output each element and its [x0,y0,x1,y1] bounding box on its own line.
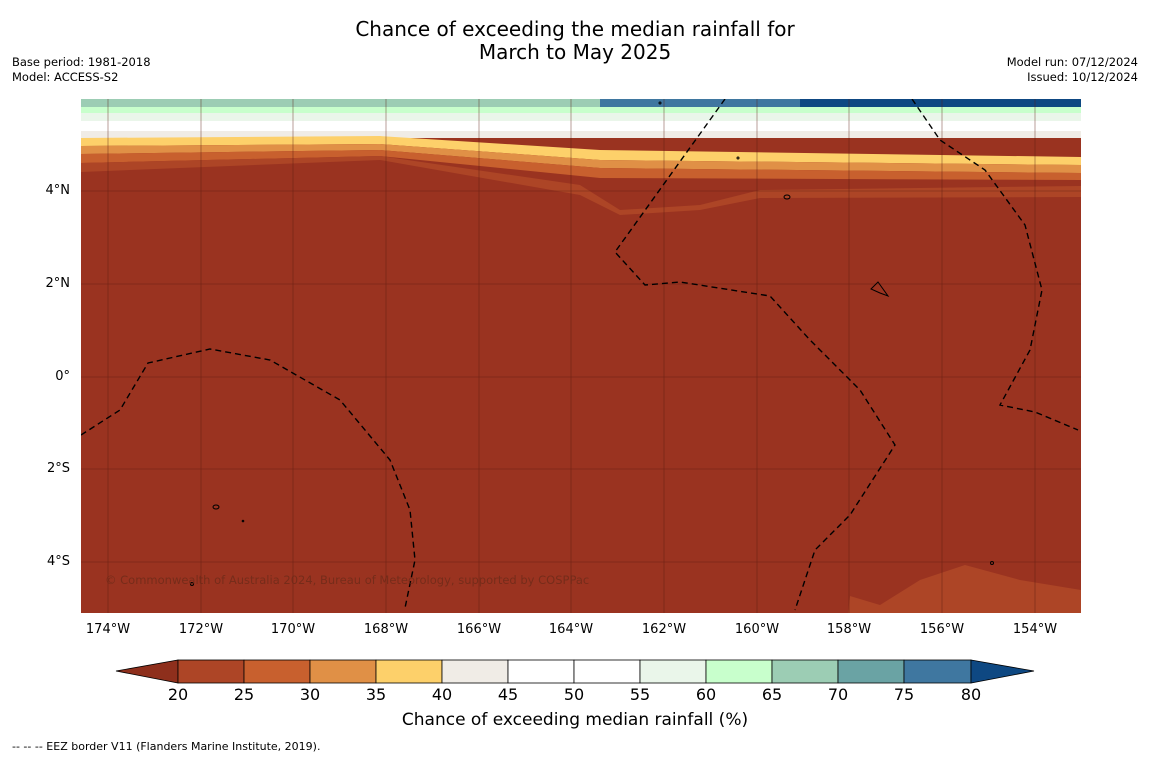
colorbar-tick-label: 75 [893,685,915,704]
islands [190,101,994,586]
colorbar-segment [507,659,575,684]
colorbar-segment [375,659,443,684]
grid-lines [81,99,1081,613]
colorbar-segment [243,659,311,684]
model-label: Model: ACCESS-S2 [12,70,119,84]
base-period-label: Base period: 1981-2018 [12,55,151,69]
colorbar-tick-label: 50 [563,685,585,704]
lon-label: 160°W [734,622,780,637]
colorbar-tick-label: 30 [299,685,321,704]
lat-label: 4°S [46,554,70,569]
lon-label: 170°W [270,622,316,637]
colorbar-tick-label: 45 [497,685,519,704]
lat-label: 4°N [45,183,71,198]
lon-label: 156°W [919,622,965,637]
colorbar-segment [573,659,641,684]
band-65-70 [81,99,1081,107]
lon-label: 154°W [1012,622,1058,637]
colorbar-tick-label: 80 [960,685,982,704]
meta-right: Model run: 07/12/2024 Issued: 10/12/2024 [1007,55,1138,85]
colorbar-tick-label: 40 [431,685,453,704]
band-20-25-north [81,156,1081,215]
issued-label: Issued: 10/12/2024 [1027,70,1138,84]
lon-label: 158°W [826,622,872,637]
band-55-60 [81,113,1081,121]
colorbar-segment [441,659,509,684]
lon-label: 166°W [456,622,502,637]
map-area [81,99,1081,613]
copyright-notice: © Commonwealth of Australia 2024, Bureau… [105,573,590,587]
colorbar-tick-label: 55 [629,685,651,704]
colorbar-segment [309,659,377,684]
colorbar-segment [837,659,905,684]
lat-label: 0° [55,369,70,384]
colorbar-segment [177,659,245,684]
lon-label: 174°W [85,622,131,637]
colorbar [115,659,1035,684]
colorbar-tick-label: 25 [233,685,255,704]
chart-title: Chance of exceeding the median rainfall … [0,18,1150,64]
colorbar-title: Chance of exceeding median rainfall (%) [401,710,749,730]
band-60-65 [81,107,1081,113]
band-35-40 [81,136,1081,165]
eez-footnote: -- -- -- EEZ border V11 (Flanders Marine… [12,740,321,753]
band-30-35 [81,144,1081,173]
title-line-2: March to May 2025 [478,40,672,64]
band-25-30 [81,150,1081,180]
colorbar-tick-label: 20 [167,685,189,704]
colorbar-segment [903,659,972,684]
model-run-label: Model run: 07/12/2024 [1006,55,1138,69]
lat-label: 2°S [46,461,70,476]
colorbar-segment [705,659,773,684]
colorbar-segment [771,659,839,684]
colorbar-tick-label: 60 [695,685,717,704]
colorbar-extend-low [115,659,179,684]
band-40-45 [81,131,1081,138]
lat-label: 2°N [45,276,71,291]
colorbar-tick-label: 35 [365,685,387,704]
lon-label: 164°W [548,622,594,637]
colorbar-tick-label: 65 [761,685,783,704]
eez-borders [81,99,1079,611]
band-20-25-south [848,565,1081,613]
colorbar-segment [639,659,707,684]
lon-label: 168°W [363,622,409,637]
lon-label: 162°W [641,622,687,637]
colorbar-extend-high [970,659,1035,684]
title-line-1: Chance of exceeding the median rainfall … [355,17,795,41]
colorbar-tick-label: 70 [827,685,849,704]
lon-label: 172°W [178,622,224,637]
band-80 [800,99,1081,109]
meta-left: Base period: 1981-2018 Model: ACCESS-S2 [12,55,151,85]
band-45-55 [81,121,1081,131]
